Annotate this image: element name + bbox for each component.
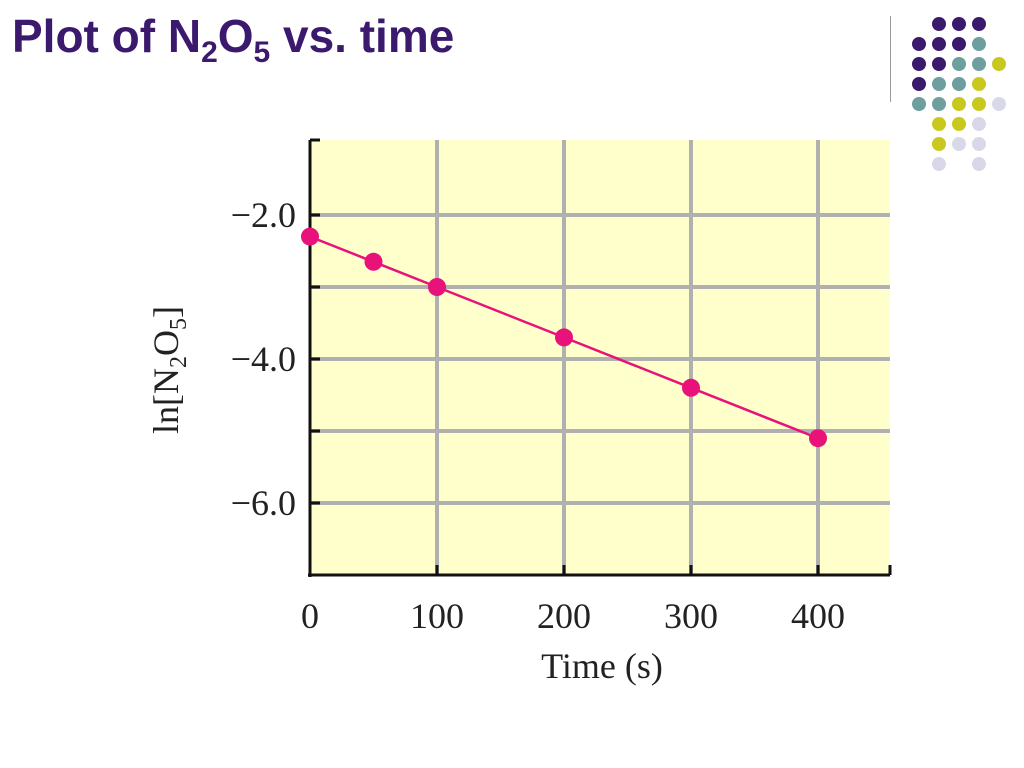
decoration-dot (952, 17, 966, 31)
decoration-dot (972, 97, 986, 111)
decoration-dot (972, 37, 986, 51)
decoration-dot (952, 37, 966, 51)
data-point (301, 227, 319, 246)
decoration-dot (972, 157, 986, 171)
decoration-dot (932, 97, 946, 111)
decoration-dot (972, 117, 986, 131)
decoration-dot (932, 77, 946, 91)
data-point (555, 328, 573, 347)
decoration-dot (952, 57, 966, 71)
y-axis-label-subscript: 5 (166, 318, 192, 330)
y-axis-label-part: ] (146, 306, 186, 318)
x-tick-label: 200 (537, 596, 591, 636)
decoration-dot (952, 97, 966, 111)
data-point (809, 429, 827, 448)
title-text-part: O (217, 10, 254, 62)
decoration-dot (972, 137, 986, 151)
series-line (309, 235, 819, 440)
x-axis-label: Time (s) (541, 646, 663, 686)
decoration-dot (932, 117, 946, 131)
title-text-part: Plot of N (12, 10, 202, 62)
y-axis-label-part: O (146, 330, 186, 356)
data-point (682, 378, 700, 397)
decoration-dot (972, 17, 986, 31)
decoration-dot (912, 37, 926, 51)
decoration-dot (952, 117, 966, 131)
data-point (364, 252, 383, 271)
decoration-dot (932, 37, 946, 51)
decoration-dot (912, 77, 926, 91)
y-axis-label-subscript: 2 (166, 356, 192, 368)
decoration-dot (932, 157, 946, 171)
dot-grid-decoration-icon (912, 17, 1006, 171)
decoration-dot (932, 137, 946, 151)
title-text-part: vs. time (270, 10, 455, 62)
data-point (428, 278, 446, 296)
decoration-dot (952, 77, 966, 91)
decoration-dot (992, 97, 1006, 111)
x-tick-label: 400 (791, 596, 845, 636)
y-tick-label: −6.0 (231, 483, 296, 523)
y-axis-label: ln[N2O5] (146, 306, 192, 434)
decoration-dot (932, 57, 946, 71)
decoration-dot (912, 57, 926, 71)
x-tick-label: 100 (410, 596, 464, 636)
x-tick-label: 300 (664, 596, 718, 636)
y-tick-label: −4.0 (231, 339, 296, 379)
x-tick-label: 0 (301, 596, 319, 636)
decoration-dot (972, 57, 986, 71)
decoration-dot (992, 57, 1006, 71)
y-axis-label-part: ln[N (146, 368, 186, 434)
slide-title: Plot of N2O5 vs. time (12, 4, 454, 68)
decoration-dot (952, 137, 966, 151)
title-subscript: 5 (253, 36, 271, 69)
y-tick-label: −2.0 (231, 195, 296, 235)
decoration-dot (912, 97, 926, 111)
title-divider (890, 16, 891, 102)
title-subscript: 2 (201, 36, 218, 69)
decoration-dot (932, 17, 946, 31)
decoration-dot (972, 77, 986, 91)
